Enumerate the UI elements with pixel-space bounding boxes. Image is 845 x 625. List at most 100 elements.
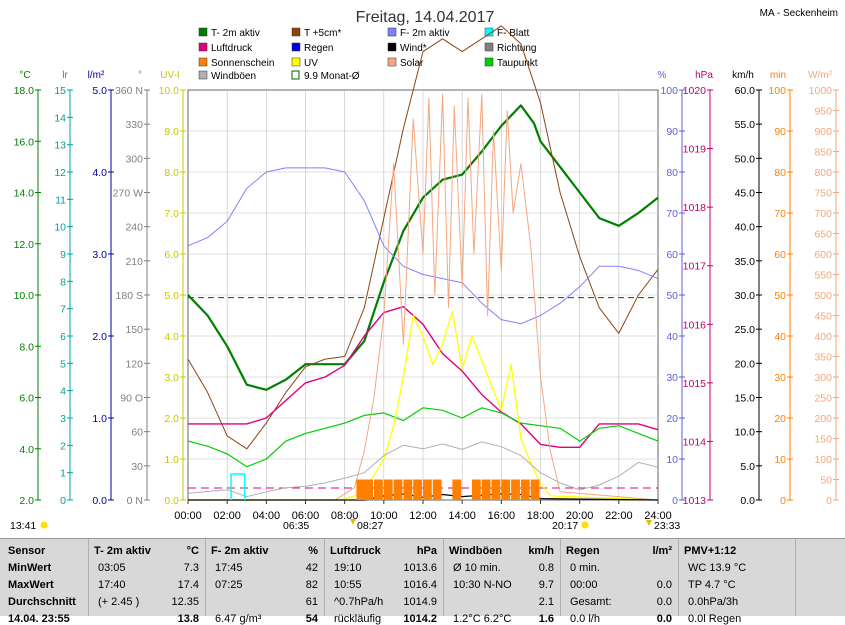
- x-axis: 00:00 02:00 04:00 06:00 08:00 10:00 12:00 14:00…: [174, 500, 672, 522]
- sunshine-bar: [452, 479, 462, 500]
- legend-swatch-f-blatt: [484, 27, 494, 37]
- series-line-t-5cm: [187, 25, 659, 450]
- axis-tick-label: 750: [814, 188, 832, 200]
- axis-tick-label: 55.0: [735, 119, 756, 131]
- table-cell-value: 0.0: [656, 596, 672, 608]
- axis-tick-label: 1014: [683, 436, 707, 448]
- sunshine-bar: [481, 479, 491, 500]
- axis-tick-label: 1013: [683, 495, 707, 507]
- axis-tick-label: 10: [666, 454, 678, 466]
- x-tick-label: 14:00: [448, 510, 476, 522]
- x-tick-label: 06:00: [292, 510, 320, 522]
- axis-tick-label: 1017: [683, 261, 707, 273]
- axis-tick-label: 4.0: [19, 444, 34, 456]
- axis-tick-label: 360 N: [115, 85, 143, 97]
- axis-tick-label: 9.0: [164, 126, 179, 138]
- table-cell-value: 17.4: [177, 579, 199, 591]
- table-column-windb-en: Windböen km/h Ø 10 min. 0.8 10:30 N-NO 9.7 2.1…: [443, 539, 561, 625]
- moonset-icon: [646, 520, 652, 526]
- series-line-t-2m-aktiv: [187, 104, 659, 391]
- sunshine-bar: [393, 479, 403, 500]
- axis-tick-label: 0.0: [740, 495, 755, 507]
- axis-unit-lr: lr: [62, 70, 68, 81]
- table-cell-label: 17:40: [98, 579, 126, 591]
- table-cell-value: 7.3: [183, 562, 199, 574]
- x-tick-label: 00:00: [174, 510, 202, 522]
- legend-label-luftdruck: Luftdruck: [211, 43, 253, 54]
- axis-unit-min: min: [770, 70, 786, 81]
- legend-label-f-blatt: F- Blatt: [497, 28, 529, 39]
- legend-swatch-f-2m-aktiv: [387, 27, 397, 37]
- axis-tick-label: 150: [814, 434, 832, 446]
- legend-swatch-regen: [291, 42, 301, 52]
- axis-tick-label: 50: [666, 290, 678, 302]
- axis-tick-label: 800: [814, 167, 832, 179]
- legend: T- 2m aktiv T +5cm* F- 2m aktiv F- Blatt Luf…: [198, 27, 538, 82]
- axis-tick-label: 45.0: [735, 188, 756, 200]
- axis-tick-label: 120: [125, 358, 143, 370]
- axis-tick-label: 300: [814, 372, 832, 384]
- axis-tick-label: 1015: [683, 378, 707, 390]
- series-line-f-blatt: [230, 473, 246, 500]
- axis-tick-label: 600: [814, 249, 832, 261]
- x-tick-label: 24:00: [644, 510, 672, 522]
- axis-tick-label: 5: [60, 358, 66, 370]
- axis-tick-label: 15.0: [735, 393, 756, 405]
- legend-label-taupunkt: Taupunkt: [497, 58, 538, 69]
- table-cell-value: 12.35: [171, 596, 199, 608]
- axis-tick-label: 180 S: [116, 290, 143, 302]
- table-cell-value: 0.8: [538, 562, 554, 574]
- table-header-unit: %: [308, 545, 318, 557]
- legend-swatch-luftdruck: [198, 42, 208, 52]
- summary-table: Sensor MinWert MaxWert Durchschnitt 14.0…: [0, 538, 845, 625]
- axis-tick-label: 950: [814, 106, 832, 118]
- axis-tick-label: 16.0: [14, 136, 35, 148]
- axis-tick-label: 40.0: [735, 222, 756, 234]
- table-cell-label: 00:00: [570, 579, 598, 591]
- table-header: Luftdruck: [330, 545, 381, 557]
- table-column-regen: Regen l/m² 0 min. 00:00 0.0 Gesamt: 0.0 0.0 l/h…: [560, 539, 679, 625]
- axis-unit-c: °C: [19, 70, 30, 81]
- axis-tick-label: 1.0: [164, 454, 179, 466]
- legend-swatch-t-2m-aktiv: [198, 27, 208, 37]
- axis-tick-label: 0: [780, 495, 786, 507]
- legend-swatch-sonnenschein: [198, 57, 208, 67]
- table-column-f-2m-aktiv: F- 2m aktiv% 17:45 42 07:25 82 61 6.47 g/m³ 54: [205, 539, 325, 625]
- axis-tick-label: 14.0: [14, 188, 35, 200]
- series-line-f-2m-aktiv: [187, 167, 659, 325]
- legend-swatch-taupunkt: [484, 57, 494, 67]
- legend-label-t-2m-aktiv: T- 2m aktiv: [211, 28, 260, 39]
- table-header: F- 2m aktiv: [211, 545, 269, 557]
- table-column-luftdruck: Luftdruck hPa 19:10 1013.6 10:55 1016.4 ^0.7hP…: [324, 539, 444, 625]
- legend-swatch-wind: [387, 42, 397, 52]
- table-cell-label: 19:10: [334, 562, 362, 574]
- axis-tick-label: 1020: [683, 85, 707, 97]
- table-header: Regen: [566, 545, 600, 557]
- axis-tick-label: 0.0: [164, 495, 179, 507]
- axis-tick-label: 10.0: [159, 85, 180, 97]
- axis-tick-label: 12: [54, 167, 66, 179]
- sunrise-icon: [350, 519, 356, 525]
- table-cell-value: 2.1: [538, 596, 554, 608]
- series-line-windb-en: [187, 441, 659, 498]
- axis-tick-label: 60: [774, 249, 786, 261]
- table-cell-label: Gesamt:: [570, 596, 612, 608]
- axis-tick-label: 1000: [809, 85, 833, 97]
- axis-tick-label: 70: [774, 208, 786, 220]
- axis-tick-label: 0: [672, 495, 678, 507]
- x-tick-label: 10:00: [370, 510, 398, 522]
- axis-tick-label: 40: [774, 331, 786, 343]
- legend-swatch-richtung: [484, 42, 494, 52]
- chart-title: Freitag, 14.04.2017: [356, 9, 495, 26]
- sunshine-bar: [364, 479, 374, 500]
- sunset-icon: [581, 521, 589, 529]
- axis-tick-label: 80: [774, 167, 786, 179]
- axis-tick-label: 2.0: [19, 495, 34, 507]
- axis-tick-label: 240: [125, 222, 143, 234]
- table-cell-label: 0.0hPa/3h: [688, 596, 739, 608]
- axis-tick-label: 30: [131, 461, 143, 473]
- axis-tick-label: 13: [54, 140, 66, 152]
- axis-tick-label: 550: [814, 270, 832, 282]
- axis-tick-label: 35.0: [735, 256, 756, 268]
- axis-unit-deg: %: [658, 70, 667, 81]
